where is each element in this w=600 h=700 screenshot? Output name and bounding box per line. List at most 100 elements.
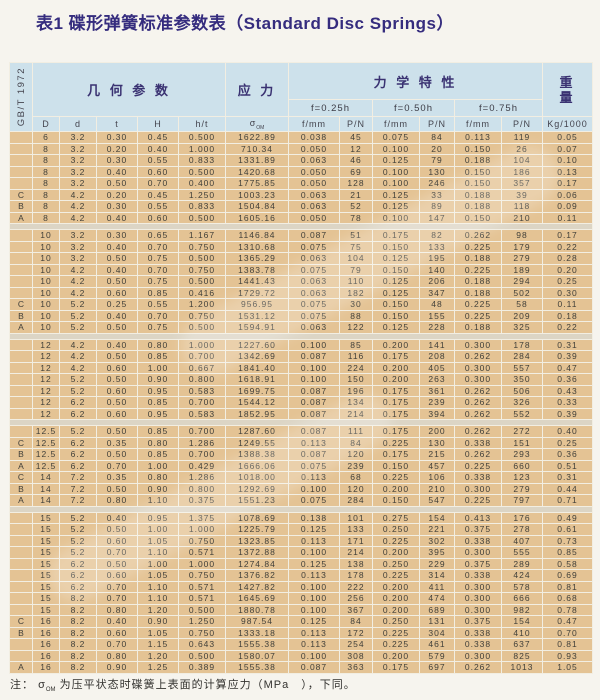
- table-row: A 10 5.2 0.50 0.75 0.500 1594.91 0.063 122 0.125 2…: [10, 322, 592, 333]
- value-cell: 0.225: [455, 264, 501, 275]
- value-cell: 0.30: [97, 132, 137, 143]
- value-cell: 5.2: [60, 524, 96, 535]
- value-cell: 0.150: [373, 495, 419, 506]
- value-cell: 294: [502, 276, 542, 287]
- series-label-cell: [10, 593, 32, 604]
- value-cell: 1292.69: [226, 483, 288, 494]
- value-cell: 0.125: [373, 189, 419, 200]
- table-row: A 14 7.2 0.80 1.10 0.375 1551.23 0.075 284 0.150 5…: [10, 495, 592, 506]
- value-cell: 0.11: [543, 212, 592, 223]
- series-label-cell: [10, 276, 32, 287]
- value-cell: 0.800: [179, 374, 225, 385]
- value-cell: 0.188: [455, 253, 501, 264]
- value-cell: 0.175: [373, 426, 419, 437]
- value-cell: 1775.85: [226, 178, 288, 189]
- value-cell: 3.2: [60, 178, 96, 189]
- value-cell: 0.58: [543, 558, 592, 569]
- value-cell: 0.050: [289, 212, 339, 223]
- value-cell: 0.300: [455, 581, 501, 592]
- column-header-D: D: [33, 117, 59, 131]
- series-label-cell: C: [10, 616, 32, 627]
- value-cell: 0.063: [289, 253, 339, 264]
- value-cell: 229: [420, 558, 454, 569]
- table-row: 10 4.2 0.40 0.70 0.750 1383.78 0.075 79 0.150 140…: [10, 264, 592, 275]
- series-label-cell: [10, 512, 32, 523]
- value-cell: 8: [33, 212, 59, 223]
- series-label-cell: [10, 650, 32, 661]
- value-cell: 0.39: [543, 351, 592, 362]
- value-cell: 119: [502, 132, 542, 143]
- value-cell: 147: [420, 212, 454, 223]
- value-cell: 0.087: [289, 426, 339, 437]
- value-cell: 956.95: [226, 299, 288, 310]
- value-cell: 0.063: [289, 155, 339, 166]
- value-cell: 0.40: [138, 143, 178, 154]
- table-row: 15 5.2 0.50 1.00 1.000 1225.79 0.125 133 0.250 22…: [10, 524, 592, 535]
- value-cell: 0.75: [138, 276, 178, 287]
- value-cell: 7.2: [60, 472, 96, 483]
- value-cell: 7.2: [60, 495, 96, 506]
- value-cell: 263: [420, 374, 454, 385]
- value-cell: 1622.89: [226, 132, 288, 143]
- value-cell: 155: [420, 310, 454, 321]
- value-cell: 5.2: [60, 547, 96, 558]
- series-label-cell: B: [10, 627, 32, 638]
- value-cell: 0.400: [179, 178, 225, 189]
- value-cell: 84: [340, 437, 372, 448]
- deflection-header-025: f=0.25h: [289, 100, 372, 116]
- value-cell: 14: [33, 472, 59, 483]
- value-cell: 178: [502, 339, 542, 350]
- value-cell: 4.2: [60, 264, 96, 275]
- value-cell: 0.75: [138, 322, 178, 333]
- value-cell: 797: [502, 495, 542, 506]
- value-cell: 0.95: [138, 408, 178, 419]
- value-cell: 0.25: [543, 437, 592, 448]
- value-cell: 10: [33, 322, 59, 333]
- series-label-cell: [10, 524, 32, 535]
- value-cell: 0.25: [543, 276, 592, 287]
- value-cell: 0.175: [373, 449, 419, 460]
- value-cell: 12.5: [33, 426, 59, 437]
- value-cell: 0.80: [97, 650, 137, 661]
- value-cell: 14: [33, 495, 59, 506]
- value-cell: 0.300: [455, 362, 501, 373]
- value-cell: 15: [33, 570, 59, 581]
- value-cell: 0.33: [543, 397, 592, 408]
- value-cell: 68: [340, 472, 372, 483]
- value-cell: 0.300: [455, 339, 501, 350]
- value-cell: 10: [33, 230, 59, 241]
- value-cell: 120: [340, 483, 372, 494]
- value-cell: 982: [502, 604, 542, 615]
- value-cell: 0.583: [179, 385, 225, 396]
- value-cell: 0.11: [543, 299, 592, 310]
- value-cell: 1.000: [179, 558, 225, 569]
- value-cell: 0.188: [455, 287, 501, 298]
- table-row: C 16 8.2 0.40 0.90 1.250 987.54 0.125 84 0.250 131…: [10, 616, 592, 627]
- value-cell: 0.69: [543, 570, 592, 581]
- value-cell: 1388.38: [226, 449, 288, 460]
- value-cell: 502: [502, 287, 542, 298]
- table-row: 15 5.2 0.70 1.10 0.571 1372.88 0.100 214 0.200 39…: [10, 547, 592, 558]
- value-cell: 6.2: [60, 408, 96, 419]
- value-cell: 0.60: [97, 535, 137, 546]
- value-cell: 4.2: [60, 189, 96, 200]
- value-cell: 0.200: [373, 374, 419, 385]
- value-cell: 0.063: [289, 287, 339, 298]
- value-cell: 0.416: [179, 287, 225, 298]
- value-cell: 1.15: [138, 639, 178, 650]
- value-cell: 308: [340, 650, 372, 661]
- weight-group-header: 重 量: [543, 63, 592, 116]
- value-cell: 0.43: [543, 385, 592, 396]
- value-cell: 1342.69: [226, 351, 288, 362]
- value-cell: 278: [502, 524, 542, 535]
- series-label-cell: A: [10, 322, 32, 333]
- value-cell: 210: [420, 483, 454, 494]
- value-cell: 0.500: [179, 650, 225, 661]
- value-cell: 39: [502, 189, 542, 200]
- value-cell: 1841.40: [226, 362, 288, 373]
- column-header-d: d: [60, 117, 96, 131]
- value-cell: 1618.91: [226, 374, 288, 385]
- table-row: B 12.5 6.2 0.50 0.85 0.700 1388.38 0.087 120 0.17…: [10, 449, 592, 460]
- value-cell: 506: [502, 385, 542, 396]
- table-row: 8 3.2 0.50 0.70 0.400 1775.85 0.050 128 0.100 246…: [10, 178, 592, 189]
